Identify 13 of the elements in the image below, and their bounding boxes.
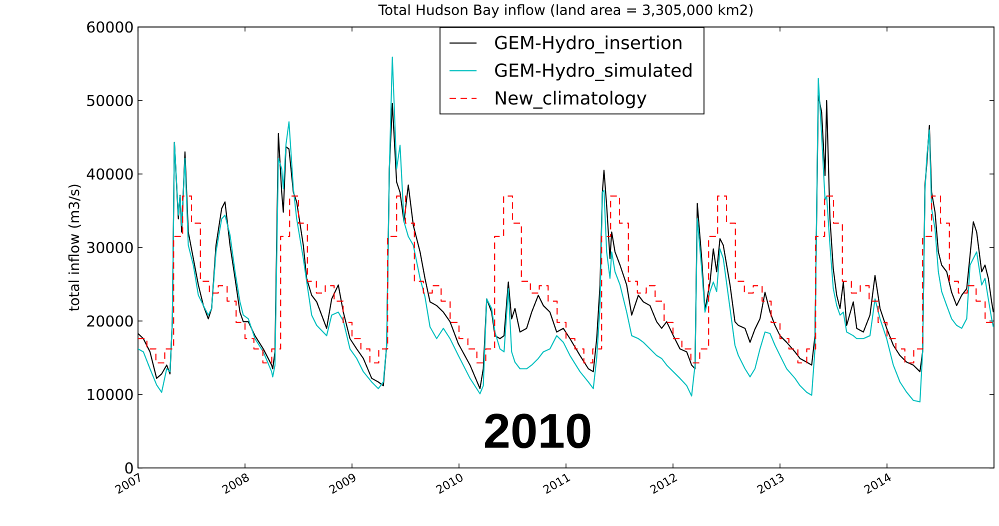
legend-label: GEM-Hydro_insertion xyxy=(495,35,682,54)
annotation: 2010 xyxy=(484,414,590,448)
chart-title: Total Hudson Bay inflow (land area = 3,305,000 km2) xyxy=(378,4,753,18)
y-tick-label: 40000 xyxy=(86,168,133,180)
y-tick-label: 0 xyxy=(125,462,133,474)
legend-label: GEM-Hydro_simulated xyxy=(495,63,692,82)
y-tick-label: 60000 xyxy=(87,21,133,33)
y-tick-label: 30000 xyxy=(87,242,133,254)
y-axis-title: total inflow (m3/s) xyxy=(68,184,81,312)
legend-label: New_climatology xyxy=(496,90,646,109)
y-tick-label: 50000 xyxy=(87,94,133,106)
y-tick-label: 20000 xyxy=(87,315,133,327)
y-tick-label: 10000 xyxy=(88,388,133,400)
